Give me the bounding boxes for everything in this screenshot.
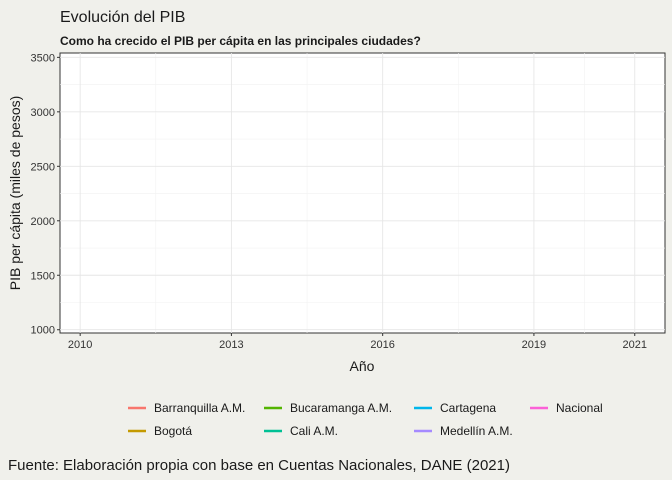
caption: Fuente: Elaboración propia con base en C… xyxy=(8,457,510,474)
legend-label: Barranquilla A.M. xyxy=(154,401,245,415)
chart-title: Evolución del PIB xyxy=(60,9,185,26)
x-tick-label: 2010 xyxy=(68,339,92,351)
y-tick-label: 3500 xyxy=(31,52,55,64)
legend-label: Cali A.M. xyxy=(290,424,338,438)
x-axis-title: Año xyxy=(350,358,375,374)
plot-panel xyxy=(59,52,666,334)
legend: Barranquilla A.M. Bogotá Bucaramanga A.M. C… xyxy=(128,401,603,438)
legend-label: Medellín A.M. xyxy=(440,424,513,438)
grid-lines xyxy=(60,53,665,333)
legend-item: Bucaramanga A.M. xyxy=(264,401,392,415)
x-tick-label: 2016 xyxy=(370,339,394,351)
x-tick-label: 2019 xyxy=(522,339,546,351)
y-tick-label: 1000 xyxy=(31,325,55,337)
y-tick-label: 2000 xyxy=(31,216,55,228)
legend-item: Cartagena xyxy=(414,401,496,415)
x-tick-label: 2021 xyxy=(623,339,647,351)
y-tick-label: 1500 xyxy=(31,270,55,282)
y-tick-label: 2500 xyxy=(31,161,55,173)
legend-item: Bogotá xyxy=(128,424,192,438)
legend-item: Medellín A.M. xyxy=(414,424,513,438)
y-axis-title: PIB per cápita (miles de pesos) xyxy=(7,96,23,291)
x-tick-label: 2013 xyxy=(219,339,243,351)
legend-label: Bogotá xyxy=(154,424,192,438)
legend-label: Bucaramanga A.M. xyxy=(290,401,392,415)
legend-label: Nacional xyxy=(556,401,603,415)
y-tick-label: 3000 xyxy=(31,107,55,119)
y-axis-ticks: 1000 1500 2000 2500 3000 3500 xyxy=(31,52,60,337)
legend-item: Nacional xyxy=(530,401,603,415)
legend-item: Cali A.M. xyxy=(264,424,338,438)
chart-subtitle: Como ha crecido el PIB per cápita en las… xyxy=(60,34,421,48)
legend-label: Cartagena xyxy=(440,401,496,415)
x-axis-ticks: 2010 2013 2016 2019 2021 xyxy=(68,333,647,351)
legend-item: Barranquilla A.M. xyxy=(128,401,245,415)
